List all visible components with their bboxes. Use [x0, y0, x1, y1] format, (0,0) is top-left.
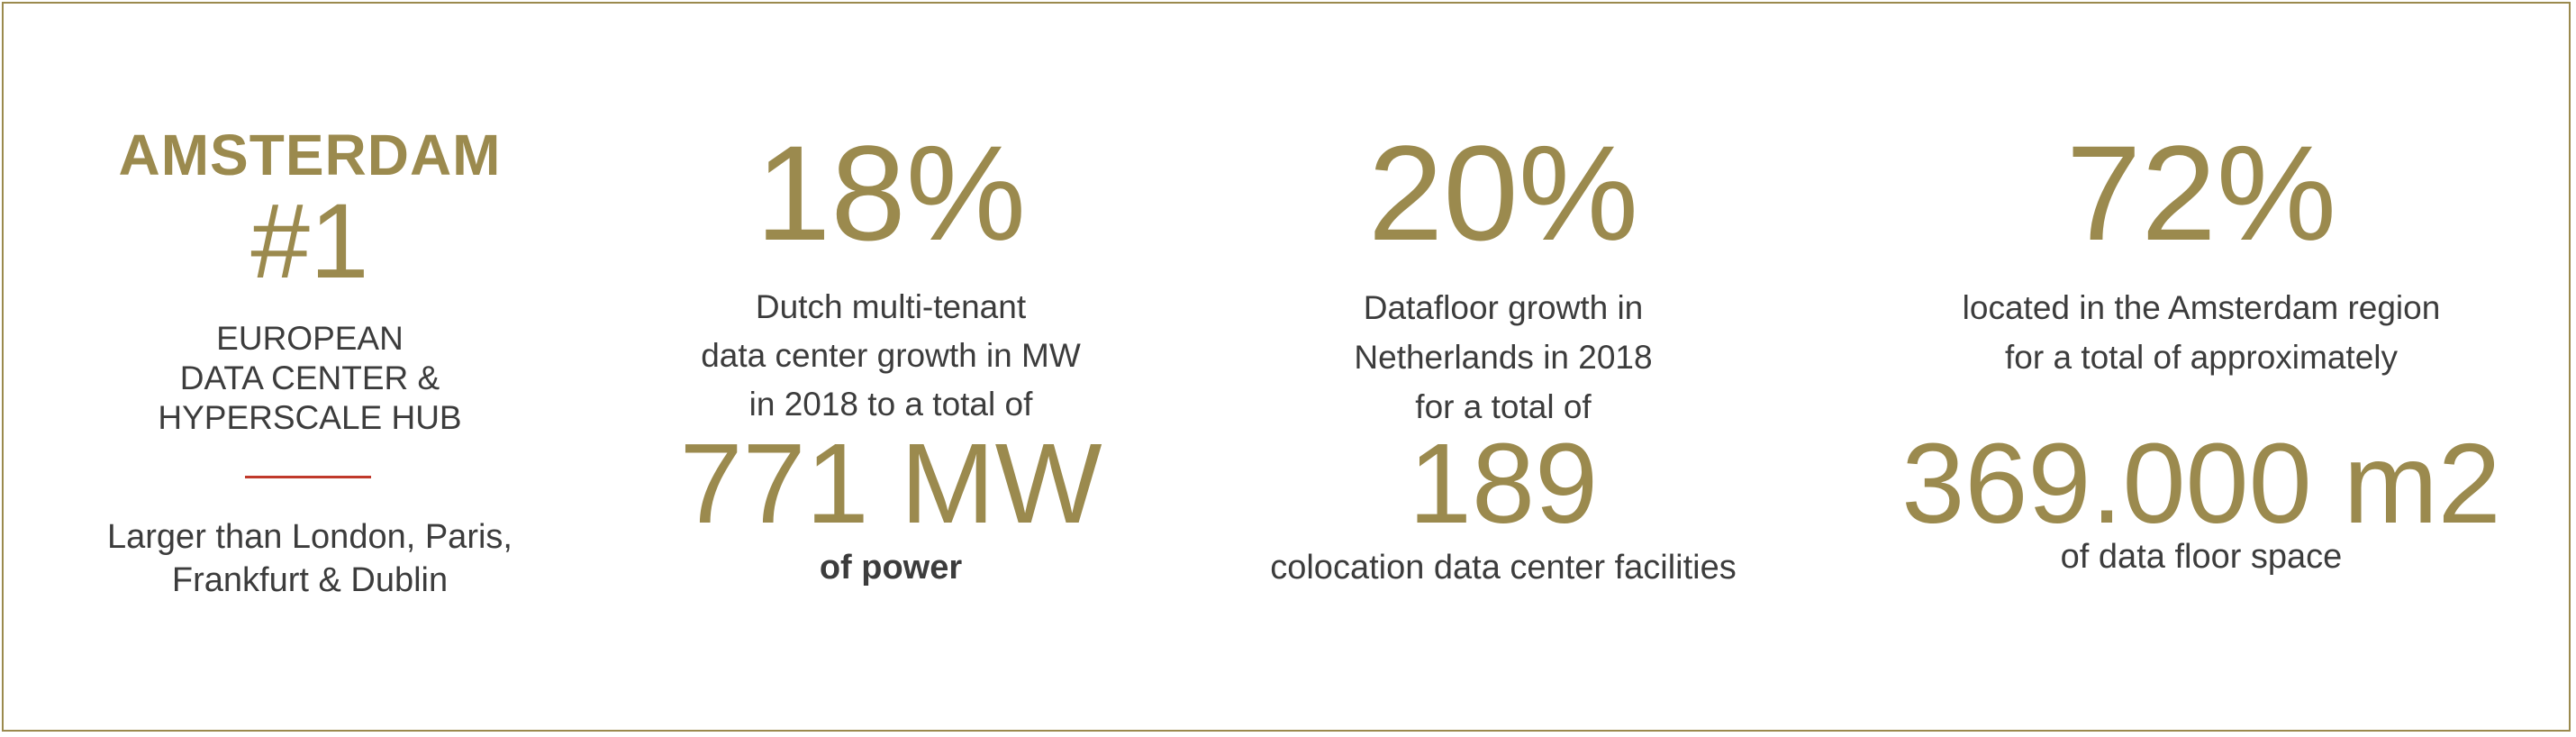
floor-space-caption: of data floor space	[2060, 538, 2343, 576]
red-divider	[245, 476, 371, 478]
datafloor-stat-panel: 20% Datafloor growth in Netherlands in 2…	[1184, 4, 1823, 733]
description-line: for a total of approximately	[2005, 339, 2398, 376]
facilities-caption: colocation data center facilities	[1270, 549, 1737, 587]
description-line: data center growth in MW	[701, 337, 1081, 374]
power-stat-panel: 18% Dutch multi-tenant data center growt…	[616, 4, 1166, 733]
description-line: located in the Amsterdam region	[1962, 289, 2441, 326]
comparison-line: Larger than London, Paris,	[107, 518, 512, 556]
floor-space-value: 369.000 m2	[1901, 420, 2501, 547]
facilities-count: 189	[1408, 420, 1599, 547]
city-title: AMSTERDAM	[118, 123, 502, 187]
power-description: Dutch multi-tenant data center growth in…	[616, 283, 1166, 429]
power-growth-percent: 18%	[755, 117, 1027, 268]
datafloor-description: Datafloor growth in Netherlands in 2018 …	[1184, 283, 1823, 432]
hub-line: EUROPEAN	[216, 320, 404, 357]
region-description: located in the Amsterdam region for a to…	[1841, 283, 2562, 382]
power-total-value: 771 MW	[679, 420, 1102, 547]
hub-line: DATA CENTER &	[179, 359, 440, 396]
region-stat-panel: 72% located in the Amsterdam region for …	[1841, 4, 2562, 733]
description-line: Netherlands in 2018	[1354, 339, 1653, 376]
description-line: in 2018 to a total of	[748, 386, 1033, 423]
power-caption: of power	[819, 549, 963, 587]
datafloor-growth-percent: 20%	[1367, 117, 1639, 268]
region-share-percent: 72%	[2065, 117, 2337, 268]
hub-line: HYPERSCALE HUB	[158, 399, 462, 436]
amsterdam-panel: AMSTERDAM #1 EUROPEAN DATA CENTER & HYPE…	[40, 4, 580, 733]
comparison-line: Frankfurt & Dublin	[171, 561, 449, 599]
hub-description: EUROPEAN DATA CENTER & HYPERSCALE HUB	[40, 319, 580, 438]
description-line: Datafloor growth in	[1363, 289, 1644, 326]
comparison-text: Larger than London, Paris, Frankfurt & D…	[40, 515, 580, 602]
description-line: for a total of	[1415, 388, 1592, 425]
description-line: Dutch multi-tenant	[755, 288, 1027, 325]
rank-number: #1	[250, 182, 369, 301]
